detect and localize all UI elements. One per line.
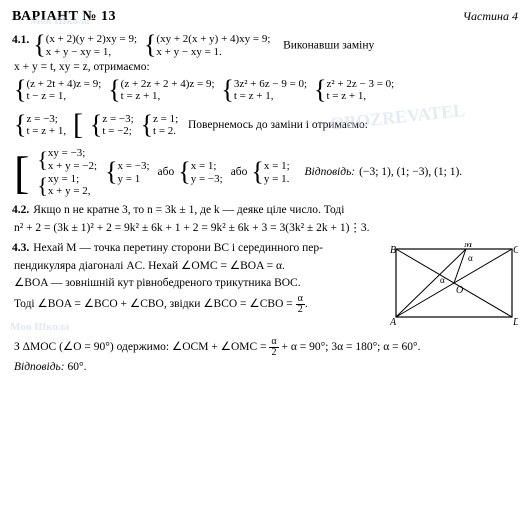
answer-label: Відповідь:: [14, 361, 65, 373]
problem-number: 4.1.: [12, 33, 29, 49]
eq: z = −3;: [26, 113, 66, 126]
diagram: B C A D M O α α: [390, 243, 518, 335]
eq: t = z + 1,: [234, 90, 307, 103]
eq: y = −3;: [191, 173, 223, 186]
text: + α = 90°; 3α = 180°; α = 60°.: [282, 341, 421, 353]
text: або: [158, 165, 175, 181]
label-A: A: [390, 317, 397, 328]
substitution: x + y = t, xy = z, отримаємо:: [12, 60, 518, 76]
eq: t = z + 1,: [26, 125, 66, 138]
text: Якщо n не кратне 3, то n = 3k ± 1, де k …: [33, 204, 344, 216]
eq: z² + 2z − 3 = 0;: [326, 78, 394, 91]
problem-4-3: B C A D M O α α 4.3. Нехай M — точка пер…: [12, 241, 518, 375]
label-O: O: [456, 285, 463, 296]
eq: t = z + 1,: [326, 90, 394, 103]
eq: 3z² + 6z − 9 = 0;: [234, 78, 307, 91]
eq: (z + 2z + 2 + 4)z = 9;: [121, 78, 215, 91]
eq: x + y = −2;: [48, 160, 97, 173]
eq: (xy + 2(x + y) + 4)xy = 9;: [156, 33, 270, 46]
label-alpha: α: [440, 275, 445, 285]
answer: 60°.: [67, 361, 86, 373]
eq: x + y − xy = 1,: [46, 46, 137, 59]
label-B: B: [390, 245, 396, 256]
label-D: D: [512, 317, 518, 328]
eq: x = 1;: [191, 160, 223, 173]
eq: xy = 1;: [48, 173, 91, 186]
eq: (x + 2)(y + 2)xy = 9;: [46, 33, 137, 46]
answer: (−3; 1), (1; −3), (1; 1).: [359, 165, 462, 181]
eq: t = z + 1,: [121, 90, 215, 103]
eq: (z + 2t + 4)z = 9;: [26, 78, 101, 91]
problem-number: 4.3.: [12, 241, 29, 257]
eq: z = 1;: [153, 113, 178, 126]
problem-4-1: 4.1. { (x + 2)(y + 2)xy = 9; x + y − xy …: [12, 33, 518, 198]
text: або: [231, 165, 248, 181]
eq: t − z = 1,: [26, 90, 101, 103]
eq: x = −3;: [118, 160, 150, 173]
label-M: M: [463, 243, 473, 250]
equation: n² + 2 = (3k ± 1)² + 2 = 9k² ± 6k + 1 + …: [12, 221, 518, 237]
eq: z = −3;: [102, 113, 133, 126]
eq: y = 1: [118, 173, 150, 186]
eq: x = 1;: [264, 160, 290, 173]
problem-number: 4.2.: [12, 203, 29, 219]
text: Нехай M — точка перетину сторони BC і се…: [33, 242, 323, 254]
eq: x + y − xy = 1.: [156, 46, 270, 59]
text: З ΔMOC (∠O = 90°) одержимо: ∠OCM + ∠OMC …: [14, 341, 269, 353]
part-label: Частина 4: [463, 8, 518, 24]
label-alpha: α: [468, 253, 473, 263]
text: Повернемось до заміни і отримаємо:: [188, 119, 368, 131]
eq: y = 1.: [264, 173, 290, 186]
eq: x + y = 2,: [48, 185, 91, 198]
problem-4-2: 4.2. Якщо n не кратне 3, то n = 3k ± 1, …: [12, 203, 518, 236]
variant-title: ВАРІАНТ № 13: [12, 8, 116, 27]
eq: t = −2;: [102, 125, 133, 138]
text: Виконавши заміну: [283, 39, 374, 51]
eq: xy = −3;: [48, 147, 97, 160]
page-header: ВАРІАНТ № 13 Частина 4: [12, 8, 518, 27]
label-C: C: [513, 245, 518, 256]
answer-label: Відповідь:: [305, 165, 356, 181]
eq: t = 2.: [153, 125, 178, 138]
text: Тоді ∠BOA = ∠BCO + ∠CBO, звідки ∠BCO = ∠…: [14, 298, 296, 310]
